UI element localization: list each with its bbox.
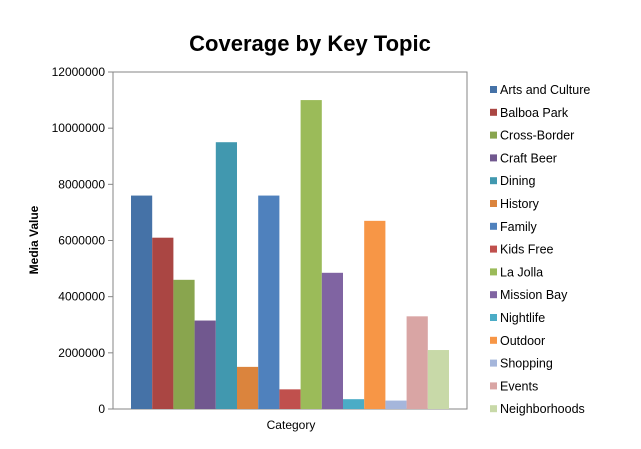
y-axis: 0 2000000 4000000 6000000 8000000 10000000 120… bbox=[52, 65, 113, 416]
y-tick-label: 6000000 bbox=[58, 234, 105, 248]
x-axis-title: Category bbox=[267, 418, 316, 432]
y-tick-label: 4000000 bbox=[58, 290, 105, 304]
legend-swatch bbox=[490, 245, 497, 253]
legend-label: Nightlife bbox=[500, 311, 545, 325]
legend-swatch bbox=[490, 405, 497, 413]
legend-swatch bbox=[490, 222, 497, 230]
legend-swatch bbox=[490, 268, 497, 276]
y-tick-label: 0 bbox=[98, 402, 105, 416]
chart-title: Coverage by Key Topic bbox=[189, 31, 431, 56]
legend-label: Kids Free bbox=[500, 243, 554, 257]
legend-label: History bbox=[500, 197, 540, 211]
legend-label: Neighborhoods bbox=[500, 402, 585, 416]
legend-label: Outdoor bbox=[500, 334, 545, 348]
bar-cross-border bbox=[173, 279, 195, 409]
legend-swatch bbox=[490, 359, 497, 367]
legend-swatch bbox=[490, 336, 497, 344]
legend-label: Events bbox=[500, 379, 538, 393]
legend-swatch bbox=[490, 86, 497, 93]
legend-swatch bbox=[490, 200, 497, 207]
bar-dining bbox=[215, 142, 237, 410]
y-axis-title: Media Value bbox=[27, 205, 41, 274]
bar-history bbox=[237, 366, 259, 409]
legend-swatch bbox=[490, 177, 497, 185]
bar-la-jolla bbox=[300, 100, 322, 409]
legend-swatch bbox=[490, 314, 497, 321]
legend-swatch bbox=[490, 291, 497, 299]
legend-label: Balboa Park bbox=[500, 106, 569, 120]
legend-label: Arts and Culture bbox=[500, 83, 590, 97]
bar-craft-beer bbox=[194, 320, 216, 409]
legend-label: Shopping bbox=[500, 357, 553, 371]
legend-label: Dining bbox=[500, 174, 535, 188]
y-tick-label: 8000000 bbox=[58, 177, 105, 191]
legend-label: Family bbox=[500, 220, 538, 234]
legend-swatch bbox=[490, 131, 497, 139]
bar-nightlife bbox=[343, 399, 365, 409]
legend-label: Craft Beer bbox=[500, 151, 557, 165]
bar-events bbox=[406, 316, 428, 409]
y-tick-label: 2000000 bbox=[58, 346, 105, 360]
y-tick-label: 10000000 bbox=[52, 121, 106, 135]
legend-label: La Jolla bbox=[500, 265, 543, 279]
bar-kids-free bbox=[279, 389, 301, 409]
bar-arts-and-culture bbox=[131, 195, 153, 409]
legend-label: Cross-Border bbox=[500, 129, 574, 143]
legend: Arts and Culture Balboa Park Cross-Border C… bbox=[490, 83, 590, 416]
bar-family bbox=[258, 195, 280, 409]
bars-group bbox=[131, 100, 449, 410]
bar-shopping bbox=[385, 400, 407, 409]
bar-outdoor bbox=[364, 220, 386, 409]
legend-swatch bbox=[490, 108, 497, 116]
legend-label: Mission Bay bbox=[500, 288, 568, 302]
bar-neighborhoods bbox=[427, 350, 449, 409]
bar-mission-bay bbox=[321, 272, 343, 409]
y-tick-label: 12000000 bbox=[52, 65, 106, 79]
bar-balboa-park bbox=[152, 237, 174, 409]
legend-swatch bbox=[490, 154, 497, 162]
legend-swatch bbox=[490, 382, 497, 390]
